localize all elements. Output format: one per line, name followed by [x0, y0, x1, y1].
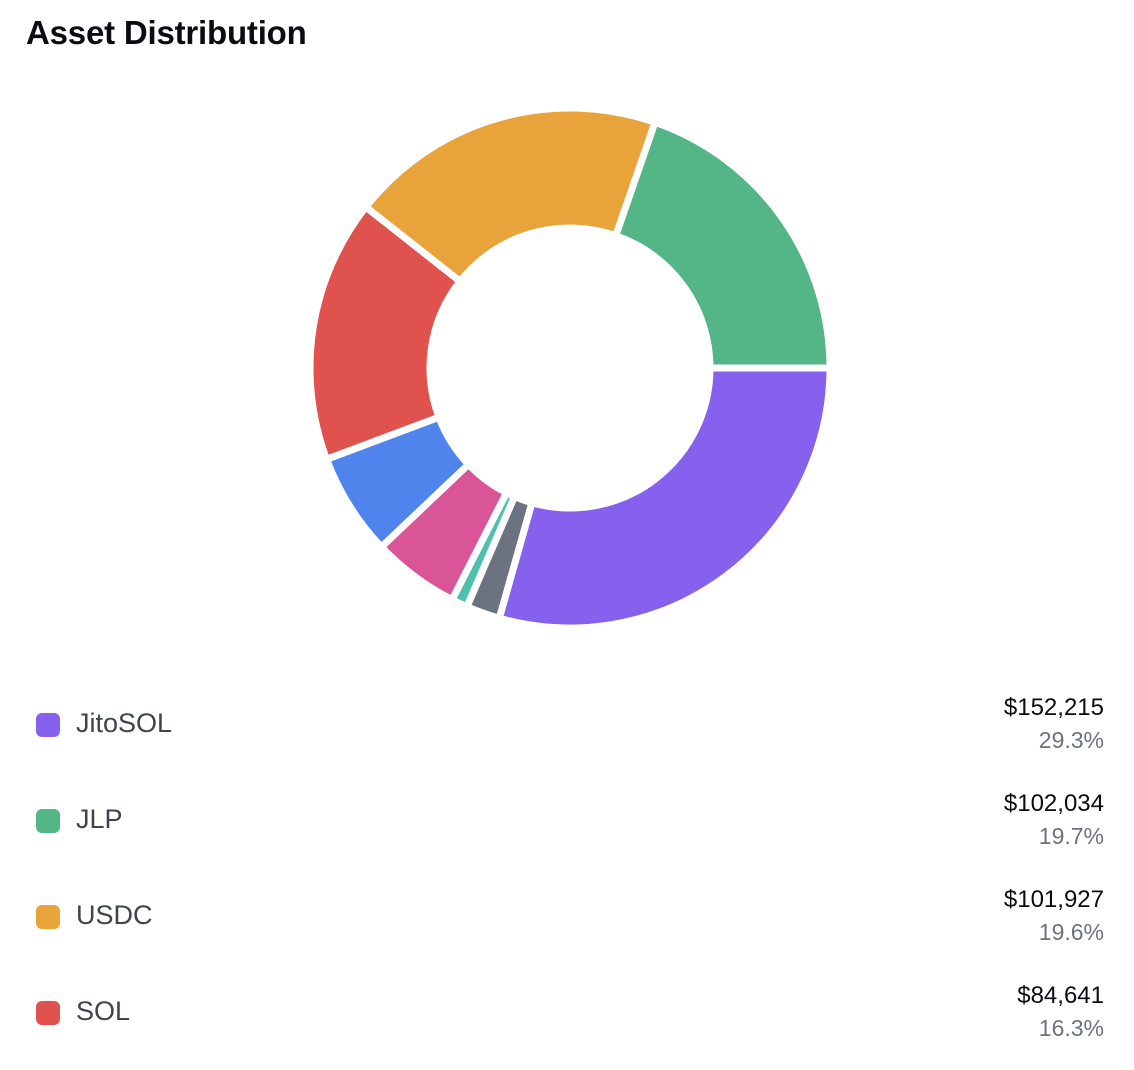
- legend-percent: 16.3%: [1038, 1015, 1104, 1041]
- donut-slice-jlp[interactable]: [611, 117, 834, 372]
- legend-value: $84,641: [1017, 982, 1104, 1009]
- legend-swatch-usdc: [36, 905, 60, 929]
- legend-label: SOL: [76, 996, 131, 1026]
- legend-value: $152,215: [1003, 694, 1104, 721]
- legend-swatch-sol: [36, 1001, 60, 1025]
- chart-title: Asset Distribution: [26, 14, 307, 51]
- legend-value: $101,927: [1003, 886, 1104, 913]
- donut-chart: [306, 104, 834, 632]
- legend-swatch-jlp: [36, 809, 60, 833]
- donut-slice-usdc[interactable]: [360, 104, 660, 287]
- legend-label: USDC: [76, 900, 153, 930]
- legend-item-usdc[interactable]: USDC $101,927 19.6%: [0, 852, 1134, 948]
- legend-item-jitosol[interactable]: JitoSOL $152,215 29.3%: [0, 660, 1134, 756]
- legend-swatch-jitosol: [36, 713, 60, 737]
- donut-slice-sol[interactable]: [306, 202, 465, 464]
- legend-label: JitoSOL: [76, 708, 173, 738]
- legend-percent: 19.7%: [1038, 823, 1104, 849]
- donut-slice-jitosol[interactable]: [494, 364, 834, 632]
- legend-percent: 29.3%: [1038, 727, 1104, 753]
- legend-value: $102,034: [1003, 790, 1104, 817]
- legend-percent: 19.6%: [1038, 919, 1104, 945]
- legend-label: JLP: [76, 804, 123, 834]
- legend-item-sol[interactable]: SOL $84,641 16.3%: [0, 948, 1134, 1044]
- legend-item-jlp[interactable]: JLP $102,034 19.7%: [0, 756, 1134, 852]
